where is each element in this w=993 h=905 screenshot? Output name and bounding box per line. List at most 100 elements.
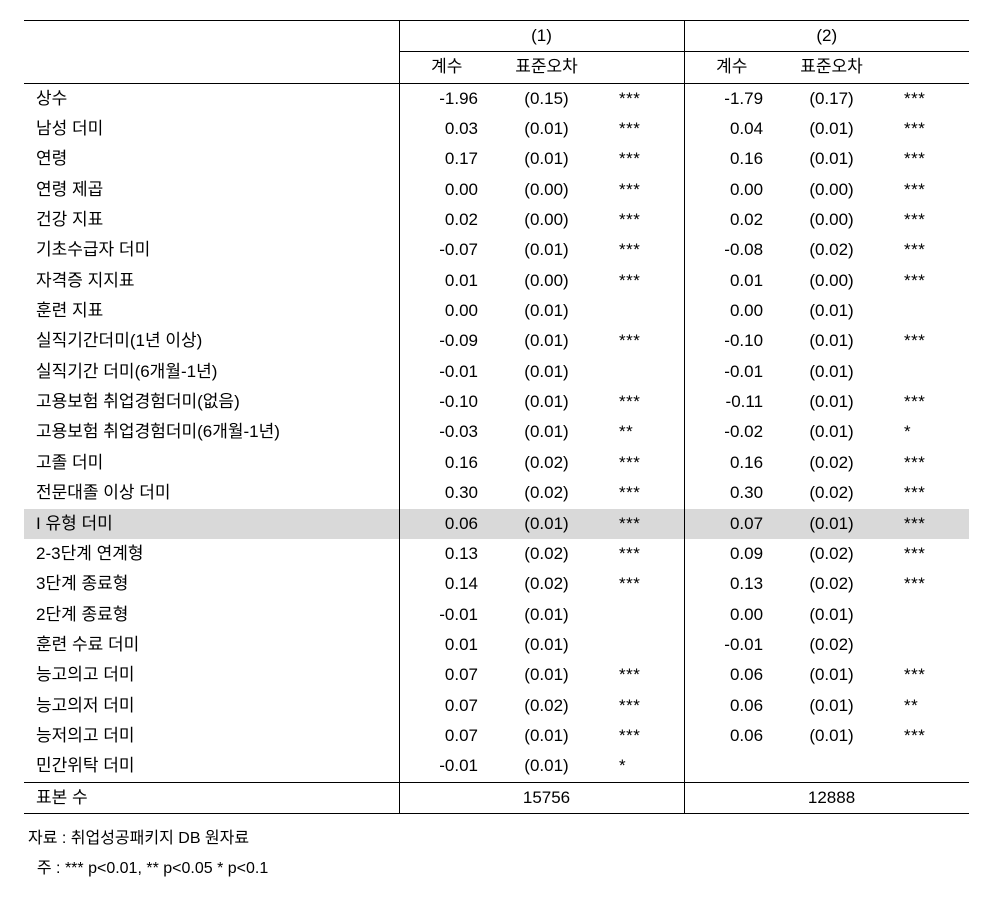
sig-1: *** (599, 721, 684, 751)
sig-2: *** (884, 448, 969, 478)
se-2: (0.02) (779, 630, 884, 660)
se-2: (0.01) (779, 600, 884, 630)
table-row: 자격증 지지표0.01(0.00)***0.01(0.00)*** (24, 266, 969, 296)
sig-1: *** (599, 691, 684, 721)
sig-2 (884, 357, 969, 387)
coef-2: 0.00 (684, 296, 779, 326)
coef-2 (684, 751, 779, 782)
coef-1: 0.00 (399, 296, 494, 326)
coef-1: 0.02 (399, 205, 494, 235)
sig-2: *** (884, 326, 969, 356)
coef-2: 0.00 (684, 175, 779, 205)
se-1: (0.15) (494, 83, 599, 114)
sig-2: *** (884, 235, 969, 265)
coef-1: -1.96 (399, 83, 494, 114)
coef-2: -1.79 (684, 83, 779, 114)
sig-2: *** (884, 144, 969, 174)
table-row: 기초수급자 더미-0.07(0.01)***-0.08(0.02)*** (24, 235, 969, 265)
sig-1: *** (599, 205, 684, 235)
se-2: (0.01) (779, 114, 884, 144)
coef-2: -0.01 (684, 357, 779, 387)
row-label: 고용보험 취업경험더미(6개월-1년) (24, 417, 399, 447)
table-body: 상수-1.96(0.15)***-1.79(0.17)***남성 더미0.03(… (24, 83, 969, 782)
sig-2: *** (884, 478, 969, 508)
se-2: (0.01) (779, 660, 884, 690)
row-label: 자격증 지지표 (24, 266, 399, 296)
row-label: 전문대졸 이상 더미 (24, 478, 399, 508)
se-1: (0.02) (494, 569, 599, 599)
se-1: (0.01) (494, 630, 599, 660)
table-row: 훈련 수료 더미0.01(0.01)-0.01(0.02) (24, 630, 969, 660)
coef-2: 0.16 (684, 448, 779, 478)
se-1: (0.00) (494, 175, 599, 205)
table-row: 2단계 종료형-0.01(0.01)0.00(0.01) (24, 600, 969, 630)
sig-1: *** (599, 114, 684, 144)
se-1: (0.01) (494, 144, 599, 174)
table-row: 훈련 지표0.00(0.01)0.00(0.01) (24, 296, 969, 326)
sig-2: *** (884, 721, 969, 751)
table-row: I 유형 더미0.06(0.01)***0.07(0.01)*** (24, 509, 969, 539)
table-row: 상수-1.96(0.15)***-1.79(0.17)*** (24, 83, 969, 114)
table-row: 남성 더미0.03(0.01)***0.04(0.01)*** (24, 114, 969, 144)
sig-1: *** (599, 83, 684, 114)
row-label: 능고의고 더미 (24, 660, 399, 690)
coef-2: -0.01 (684, 630, 779, 660)
table-header: (1) (2) 계수 표준오차 계수 표준오차 (24, 21, 969, 84)
coef-2: 0.07 (684, 509, 779, 539)
coef-1: 0.14 (399, 569, 494, 599)
model-2-header: (2) (684, 21, 969, 52)
table-row: 연령 제곱0.00(0.00)***0.00(0.00)*** (24, 175, 969, 205)
significance-note: 주 : *** p<0.01, ** p<0.05 * p<0.1 (28, 854, 969, 884)
coef-1: -0.01 (399, 600, 494, 630)
se-header-1: 표준오차 (494, 52, 599, 83)
table-row: 전문대졸 이상 더미0.30(0.02)***0.30(0.02)*** (24, 478, 969, 508)
sig-1 (599, 296, 684, 326)
coef-1: -0.09 (399, 326, 494, 356)
coef-1: -0.01 (399, 751, 494, 782)
table-row: 고졸 더미0.16(0.02)***0.16(0.02)*** (24, 448, 969, 478)
coef-2: -0.08 (684, 235, 779, 265)
se-2: (0.01) (779, 417, 884, 447)
row-label: 훈련 수료 더미 (24, 630, 399, 660)
coef-1: 0.03 (399, 114, 494, 144)
row-label: 훈련 지표 (24, 296, 399, 326)
coef-2: 0.06 (684, 660, 779, 690)
coef-1: -0.01 (399, 357, 494, 387)
sig-2: *** (884, 387, 969, 417)
row-label: 남성 더미 (24, 114, 399, 144)
coef-2: 0.13 (684, 569, 779, 599)
row-label: 연령 제곱 (24, 175, 399, 205)
sample-size-2: 12888 (779, 782, 884, 813)
coef-1: 0.07 (399, 660, 494, 690)
se-2: (0.02) (779, 569, 884, 599)
sig-2: *** (884, 114, 969, 144)
sig-2: *** (884, 205, 969, 235)
table-row: 고용보험 취업경험더미(없음)-0.10(0.01)***-0.11(0.01)… (24, 387, 969, 417)
coef-1: 0.30 (399, 478, 494, 508)
row-label: 3단계 종료형 (24, 569, 399, 599)
sig-1: *** (599, 569, 684, 599)
sig-1: * (599, 751, 684, 782)
coef-1: 0.07 (399, 721, 494, 751)
se-2: (0.02) (779, 235, 884, 265)
sample-size-1: 15756 (494, 782, 599, 813)
coef-1: 0.06 (399, 509, 494, 539)
sig-2 (884, 600, 969, 630)
table-row: 3단계 종료형0.14(0.02)***0.13(0.02)*** (24, 569, 969, 599)
coef-1: 0.07 (399, 691, 494, 721)
row-label: 기초수급자 더미 (24, 235, 399, 265)
se-2: (0.02) (779, 539, 884, 569)
coef-2: 0.06 (684, 691, 779, 721)
se-2: (0.01) (779, 357, 884, 387)
se-2: (0.02) (779, 478, 884, 508)
coef-2: 0.00 (684, 600, 779, 630)
se-1: (0.02) (494, 539, 599, 569)
se-1: (0.01) (494, 296, 599, 326)
sig-2 (884, 296, 969, 326)
row-label: 능고의저 더미 (24, 691, 399, 721)
sig-1: *** (599, 509, 684, 539)
coef-1: -0.03 (399, 417, 494, 447)
sig-2: *** (884, 509, 969, 539)
coef-1: 0.13 (399, 539, 494, 569)
sig-2: ** (884, 691, 969, 721)
